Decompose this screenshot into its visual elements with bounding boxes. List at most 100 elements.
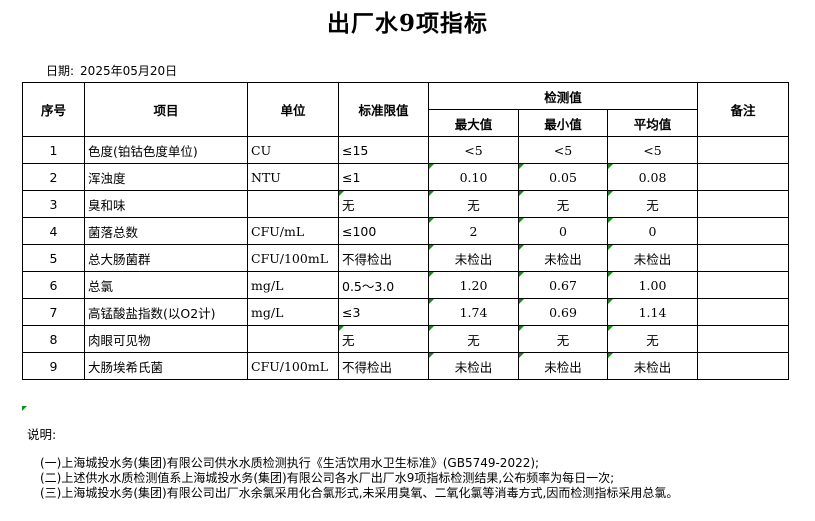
table-cell: ≤1 xyxy=(338,163,429,191)
table-cell: 不得检出 xyxy=(338,352,429,380)
table-cell: 9 xyxy=(22,352,85,380)
table-cell: 总氯 xyxy=(84,271,248,299)
remark-cell xyxy=(697,136,789,164)
table-cell: 0.5～3.0 xyxy=(338,271,429,299)
table-cell: 7 xyxy=(22,298,85,326)
remark-cell xyxy=(697,352,789,380)
table-cell: ≤3 xyxy=(338,298,429,326)
table-cell: 未检出 xyxy=(607,352,698,380)
table-cell: 0.05 xyxy=(518,163,608,191)
header-cell: 平均值 xyxy=(607,109,698,137)
cell-marker xyxy=(22,406,27,411)
table-row: 5 总大肠菌群 CFU/100mL 不得检出 未检出 未检出 未检出 xyxy=(22,244,789,272)
header-cell: 项目 xyxy=(84,82,248,137)
table-cell: 5 xyxy=(22,244,85,272)
table-cell: 1 xyxy=(22,136,85,164)
table-cell: mg/L xyxy=(247,298,339,326)
table-cell: NTU xyxy=(247,163,339,191)
page-title: 出厂水9项指标 xyxy=(326,10,488,37)
header-cell: 单位 xyxy=(247,82,339,137)
header-cell: 检测值 xyxy=(428,82,698,110)
table-cell: ≤15 xyxy=(338,136,429,164)
table-cell: 无 xyxy=(607,325,698,353)
table-cell: 未检出 xyxy=(607,244,698,272)
header-cell: 最大值 xyxy=(428,109,519,137)
table-cell: 臭和味 xyxy=(84,190,248,218)
table-cell: 色度(铂钴色度单位) xyxy=(84,136,248,164)
table-row: 6 总氯 mg/L 0.5～3.0 1.20 0.67 1.00 xyxy=(22,271,789,299)
note-line: (一)上海城投水务(集团)有限公司供水水质检测执行《生活饮用水卫生标准》(GB5… xyxy=(40,456,540,470)
note-line: (三)上海城投水务(集团)有限公司出厂水余氯采用化合氯形式,未采用臭氧、二氧化氯… xyxy=(40,486,679,500)
header-cell: 备注 xyxy=(697,82,789,137)
remark-cell xyxy=(697,244,789,272)
table-row: 2 浑浊度 NTU ≤1 0.10 0.05 0.08 xyxy=(22,163,789,191)
table-cell: 不得检出 xyxy=(338,244,429,272)
table-cell: 大肠埃希氏菌 xyxy=(84,352,248,380)
table-cell: 0.08 xyxy=(607,163,698,191)
table-cell: 未检出 xyxy=(518,352,608,380)
table-cell xyxy=(247,325,339,353)
table-cell: ≤100 xyxy=(338,217,429,245)
table-cell: 0.10 xyxy=(428,163,519,191)
table-cell: 无 xyxy=(518,190,608,218)
table-cell: 无 xyxy=(428,190,519,218)
notes: (一)上海城投水务(集团)有限公司供水水质检测执行《生活饮用水卫生标准》(GB5… xyxy=(40,456,678,501)
table-cell: 无 xyxy=(338,190,429,218)
table-cell: 0 xyxy=(607,217,698,245)
header-cell: 最小值 xyxy=(518,109,608,137)
table-cell: CFU/mL xyxy=(247,217,339,245)
table-cell: 未检出 xyxy=(518,244,608,272)
table-row: 3 臭和味无无无无 xyxy=(22,190,789,218)
table-row: 4 菌落总数 CFU/mL ≤100 2 0 0 xyxy=(22,217,789,245)
table-cell: 0.69 xyxy=(518,298,608,326)
table-cell: 未检出 xyxy=(428,352,519,380)
table-cell: 未检出 xyxy=(428,244,519,272)
table-cell: 总大肠菌群 xyxy=(84,244,248,272)
header-cell: 标准限值 xyxy=(338,82,429,137)
table-cell: 1.74 xyxy=(428,298,519,326)
table-cell: 8 xyxy=(22,325,85,353)
remark-cell xyxy=(697,271,789,299)
table-cell: 1.20 xyxy=(428,271,519,299)
remark-cell xyxy=(697,298,789,326)
table-cell: CFU/100mL xyxy=(247,352,339,380)
table-cell: 浑浊度 xyxy=(84,163,248,191)
date-label: 日期: xyxy=(46,64,75,78)
table-cell: 1.00 xyxy=(607,271,698,299)
table-cell: 高锰酸盐指数(以O2计) xyxy=(84,298,248,326)
table-cell: 2 xyxy=(22,163,85,191)
header-cell: 序号 xyxy=(22,82,85,137)
table-row: 7 高锰酸盐指数(以O2计) mg/L ≤3 1.74 0.69 1.14 xyxy=(22,298,789,326)
table-body: 1 色度(铂钴色度单位) CU ≤15 <5 <5 <5 2 浑浊度 NTU ≤1 0.10 0.05 0… xyxy=(22,136,789,380)
table-cell: 无 xyxy=(518,325,608,353)
table-cell: <5 xyxy=(518,136,608,164)
notes-label: 说明: xyxy=(27,427,57,442)
table-cell: CFU/100mL xyxy=(247,244,339,272)
table-cell: <5 xyxy=(607,136,698,164)
table-cell: <5 xyxy=(428,136,519,164)
table-row: 9 大肠埃希氏菌 CFU/100mL 不得检出 未检出 未检出 未检出 xyxy=(22,352,789,380)
table-cell: 3 xyxy=(22,190,85,218)
table-cell: mg/L xyxy=(247,271,339,299)
date-value: 2025年05月20日 xyxy=(80,64,178,78)
indicator-table: 序号 项目 单位 标准限值 检测值 备注 最大值 最小值 平均值 1 色度(铂钴色… xyxy=(22,82,789,380)
table-cell: 0 xyxy=(518,217,608,245)
table-row: 1 色度(铂钴色度单位) CU ≤15 <5 <5 <5 xyxy=(22,136,789,164)
remark-cell xyxy=(697,325,789,353)
table-cell: 4 xyxy=(22,217,85,245)
table-cell: 菌落总数 xyxy=(84,217,248,245)
date-line: 日期: 2025年05月20日 xyxy=(46,62,183,79)
table-cell: 无 xyxy=(338,325,429,353)
table-row: 8 肉眼可见物无无无无 xyxy=(22,325,789,353)
table-cell: 2 xyxy=(428,217,519,245)
table-cell: 0.67 xyxy=(518,271,608,299)
table-cell xyxy=(247,190,339,218)
table-cell: 肉眼可见物 xyxy=(84,325,248,353)
table-cell: 无 xyxy=(428,325,519,353)
table-cell: 6 xyxy=(22,271,85,299)
remark-cell xyxy=(697,190,789,218)
table-cell: CU xyxy=(247,136,339,164)
remark-cell xyxy=(697,217,789,245)
remark-cell xyxy=(697,163,789,191)
